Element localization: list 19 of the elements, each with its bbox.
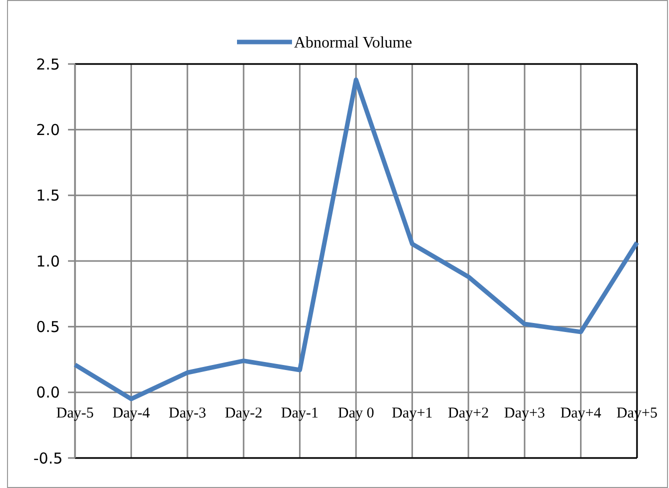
y-tick-label: 1.0 [36,252,60,270]
x-tick-label: Day-1 [281,405,319,422]
x-tick-label: Day+2 [448,405,489,422]
y-tick-label: 2.5 [36,55,60,74]
y-tick-label: -0.5 [33,449,63,468]
x-tick-label: Day-4 [112,405,150,422]
x-tick-label: Day+1 [392,405,433,422]
y-tick-label: 1.5 [36,186,60,205]
x-tick-label: Day-5 [56,405,94,422]
x-tick-label: Day+3 [504,405,546,422]
y-tick-label: 0.5 [36,318,60,336]
x-tick-label: Day+4 [560,405,602,422]
x-tick-label: Day 0 [338,405,374,422]
line-series [72,78,640,402]
legend-label: Abnormal Volume [294,34,412,52]
x-tick-label: Day-2 [224,405,262,422]
y-tick-label: 2.0 [36,120,60,139]
x-tick-label: Day-3 [168,405,206,422]
y-tick-label: 0.0 [36,384,60,402]
